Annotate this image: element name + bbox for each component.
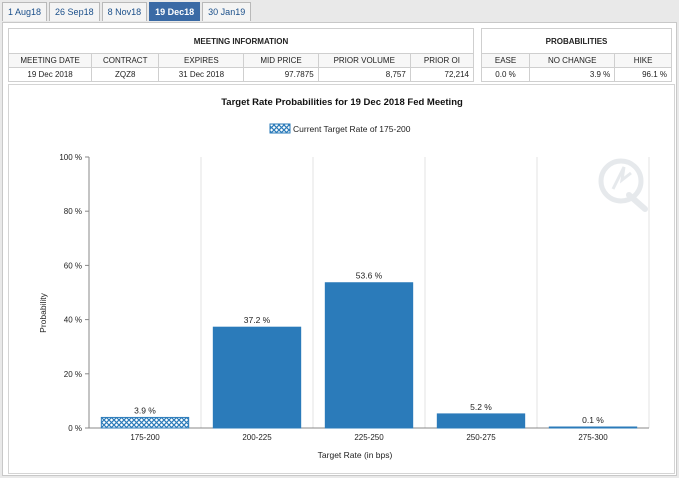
value-meeting-date: 19 Dec 2018 xyxy=(7,67,93,82)
probabilities-title: PROBABILITIES xyxy=(481,28,672,54)
header-prior-volume: PRIOR VOLUME xyxy=(317,53,411,68)
meeting-information-row: 19 Dec 2018 ZQZ8 31 Dec 2018 97.7875 8,7… xyxy=(7,67,475,82)
meeting-tabs: 1 Aug18 26 Sep18 8 Nov18 19 Dec18 30 Jan… xyxy=(2,2,252,22)
bar-value-label: 3.9 % xyxy=(134,405,156,415)
bar-value-label: 37.2 % xyxy=(244,315,271,325)
bar xyxy=(548,426,638,429)
value-contract: ZQZ8 xyxy=(91,67,160,82)
bar-value-label: 53.6 % xyxy=(356,271,383,281)
y-tick-label: 40 % xyxy=(64,316,82,325)
tab-8-nov18[interactable]: 8 Nov18 xyxy=(101,2,148,21)
chart-title: Target Rate Probabilities for 19 Dec 201… xyxy=(221,97,463,108)
value-ease: 0.0 % xyxy=(480,67,531,82)
tab-30-jan19[interactable]: 30 Jan19 xyxy=(202,2,252,21)
chart-container: Target Rate Probabilities for 19 Dec 201… xyxy=(8,84,675,474)
bar xyxy=(212,326,302,429)
header-prior-oi: PRIOR OI xyxy=(409,53,475,68)
bar xyxy=(324,282,414,429)
meeting-information-title: MEETING INFORMATION xyxy=(8,28,474,54)
y-axis-label: Probability xyxy=(38,292,48,332)
y-tick-label: 60 % xyxy=(64,261,82,270)
tab-1-aug18[interactable]: 1 Aug18 xyxy=(2,2,48,21)
header-contract: CONTRACT xyxy=(91,53,160,68)
value-prior-oi: 72,214 xyxy=(409,67,475,82)
bar xyxy=(100,416,190,429)
x-tick-label: 200-225 xyxy=(242,433,272,442)
bars: 3.9 % 37.2 % 53.6 % 5.2 % 0.1 % xyxy=(100,271,638,429)
y-tick-label: 20 % xyxy=(64,370,82,379)
x-tick-label: 225-250 xyxy=(354,433,384,442)
value-mid-price: 97.7875 xyxy=(243,67,319,82)
legend: Current Target Rate of 175-200 xyxy=(269,123,411,134)
header-mid-price: MID PRICE xyxy=(243,53,319,68)
header-no-change: NO CHANGE xyxy=(529,53,616,68)
bar-chart: Target Rate Probabilities for 19 Dec 201… xyxy=(38,97,650,460)
header-hike: HIKE xyxy=(614,53,672,68)
x-tick-label: 250-275 xyxy=(466,433,496,442)
legend-swatch xyxy=(269,123,291,134)
meeting-information-table: MEETING INFORMATION MEETING DATE CONTRAC… xyxy=(7,28,475,82)
header-meeting-date: MEETING DATE xyxy=(7,53,93,68)
meeting-panel: MEETING INFORMATION MEETING DATE CONTRAC… xyxy=(2,22,677,476)
y-tick-label: 80 % xyxy=(64,207,82,216)
header-ease: EASE xyxy=(480,53,531,68)
tab-19-dec18[interactable]: 19 Dec18 xyxy=(149,2,201,21)
value-hike: 96.1 % xyxy=(614,67,672,82)
bar xyxy=(436,413,526,429)
value-prior-volume: 8,757 xyxy=(317,67,411,82)
legend-label: Current Target Rate of 175-200 xyxy=(293,124,411,134)
bar-value-label: 5.2 % xyxy=(470,402,492,412)
probabilities-table: PROBABILITIES EASE NO CHANGE HIKE 0.0 % … xyxy=(480,28,672,82)
tab-26-sep18[interactable]: 26 Sep18 xyxy=(49,2,100,21)
value-no-change: 3.9 % xyxy=(529,67,616,82)
bar-value-label: 0.1 % xyxy=(582,415,604,425)
y-tick-label: 0 % xyxy=(68,424,82,433)
probabilities-row: 0.0 % 3.9 % 96.1 % xyxy=(480,67,672,82)
value-expires: 31 Dec 2018 xyxy=(158,67,245,82)
x-axis-label: Target Rate (in bps) xyxy=(318,450,393,460)
header-expires: EXPIRES xyxy=(158,53,245,68)
x-tick-label: 275-300 xyxy=(578,433,608,442)
y-tick-label: 100 % xyxy=(59,153,82,162)
x-tick-label: 175-200 xyxy=(130,433,160,442)
watermark-logo xyxy=(598,158,648,212)
